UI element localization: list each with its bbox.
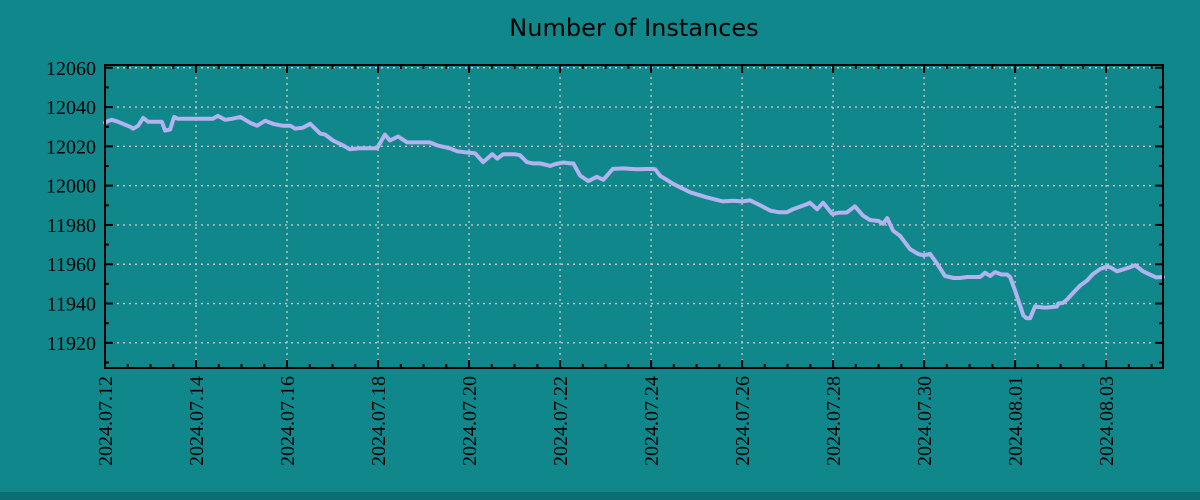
x-tick-label: 2024.07.12 [95, 376, 117, 466]
x-tick-labels: 2024.07.12 2024.07.14 2024.07.16 2024.07.18… [95, 376, 1118, 466]
x-tick-label: 2024.07.26 [732, 376, 754, 466]
x-tick-label: 2024.07.20 [459, 376, 481, 466]
x-tick-label: 2024.07.24 [641, 376, 663, 466]
x-tick-label: 2024.07.28 [823, 376, 845, 466]
bottom-bar [0, 492, 1200, 500]
x-tick-label: 2024.07.30 [914, 376, 936, 466]
y-tick-label: 12040 [46, 97, 96, 119]
y-tick-label: 11960 [47, 254, 96, 276]
y-tick-label: 12000 [46, 176, 96, 198]
x-tick-label: 2024.07.16 [277, 376, 299, 466]
x-tick-label: 2024.07.22 [550, 376, 572, 466]
y-tick-label: 11940 [47, 294, 96, 316]
x-tick-label: 2024.07.14 [186, 376, 208, 466]
x-tick-label: 2024.07.18 [368, 376, 390, 466]
y-tick-label: 11980 [47, 215, 96, 237]
chart-title: Number of Instances [509, 14, 759, 42]
y-tick-label: 12020 [46, 136, 96, 158]
plot-border [104, 64, 1164, 369]
x-tick-label: 2024.08.03 [1096, 376, 1118, 466]
y-tick-label: 12060 [46, 58, 96, 80]
gridlines [104, 65, 1163, 368]
data-line [103, 113, 1165, 321]
axis-ticks [104, 65, 1163, 368]
y-tick-label: 11920 [47, 333, 96, 355]
y-tick-labels: 11920 11940 11960 11980 12000 12020 12040 12060 [46, 58, 96, 355]
x-tick-label: 2024.08.01 [1005, 376, 1027, 466]
